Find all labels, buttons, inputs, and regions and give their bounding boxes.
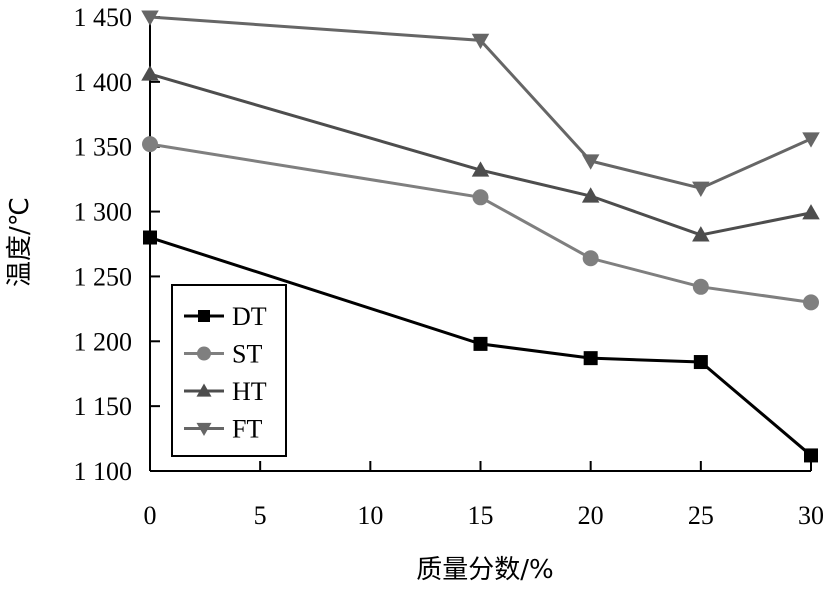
y-axis-title: 温度/℃ xyxy=(5,197,35,287)
point-ht xyxy=(471,161,490,177)
series-dt xyxy=(143,230,818,463)
y-tick-label: 1 300 xyxy=(74,198,133,227)
legend-marker-ft xyxy=(196,422,212,436)
point-ht xyxy=(802,204,820,220)
point-dt xyxy=(143,230,157,245)
legend-marker-st xyxy=(197,346,211,361)
y-tick-label: 1 400 xyxy=(74,68,133,97)
point-st xyxy=(692,278,709,295)
series-ft xyxy=(141,10,820,197)
point-st xyxy=(582,250,599,267)
point-ft xyxy=(802,132,820,148)
ticks: 0 5 10 15 20 25 30 1 100 1 150 1 200 1 250 1 300 1 3… xyxy=(74,3,825,530)
point-st xyxy=(142,136,158,153)
legend-label-ht: HT xyxy=(232,377,267,406)
point-ft xyxy=(471,33,490,50)
y-tick-label: 1 100 xyxy=(74,457,133,486)
legend-label-dt: DT xyxy=(232,302,267,331)
x-tick-label: 0 xyxy=(144,501,157,530)
point-dt xyxy=(804,448,818,463)
x-tick-label: 30 xyxy=(798,501,824,530)
legend-marker-dt xyxy=(198,310,210,322)
point-ht xyxy=(581,187,600,203)
series-ht xyxy=(141,65,820,242)
legend-label-st: ST xyxy=(232,340,262,369)
legend-label-ft: FT xyxy=(232,415,262,444)
y-tick-label: 1 250 xyxy=(74,262,133,291)
point-dt xyxy=(583,351,598,366)
x-tick-label: 20 xyxy=(578,501,604,530)
point-ht xyxy=(141,65,159,81)
point-ft xyxy=(692,181,710,197)
series-st xyxy=(142,136,819,311)
x-tick-label: 5 xyxy=(254,501,267,530)
point-ft xyxy=(581,154,600,170)
y-tick-label: 1 200 xyxy=(74,327,133,356)
legend-marker-ht xyxy=(196,383,212,397)
y-tick-label: 1 450 xyxy=(74,3,133,32)
legend-box xyxy=(171,284,287,457)
point-st xyxy=(803,294,819,311)
point-ht xyxy=(692,226,710,242)
x-tick-label: 15 xyxy=(468,501,494,530)
y-tick-label: 1 150 xyxy=(74,392,133,421)
series-layer xyxy=(141,10,820,463)
x-tick-label: 10 xyxy=(357,501,383,530)
y-tick-label: 1 350 xyxy=(74,133,133,162)
x-tick-label: 25 xyxy=(688,501,714,530)
point-dt xyxy=(693,355,708,370)
x-axis-title: 质量分数/% xyxy=(416,555,553,585)
legend: DT ST HT FT xyxy=(171,284,287,457)
point-dt xyxy=(473,336,488,351)
series-line-ht xyxy=(149,72,812,237)
point-st xyxy=(472,189,489,206)
point-ft xyxy=(141,10,159,26)
